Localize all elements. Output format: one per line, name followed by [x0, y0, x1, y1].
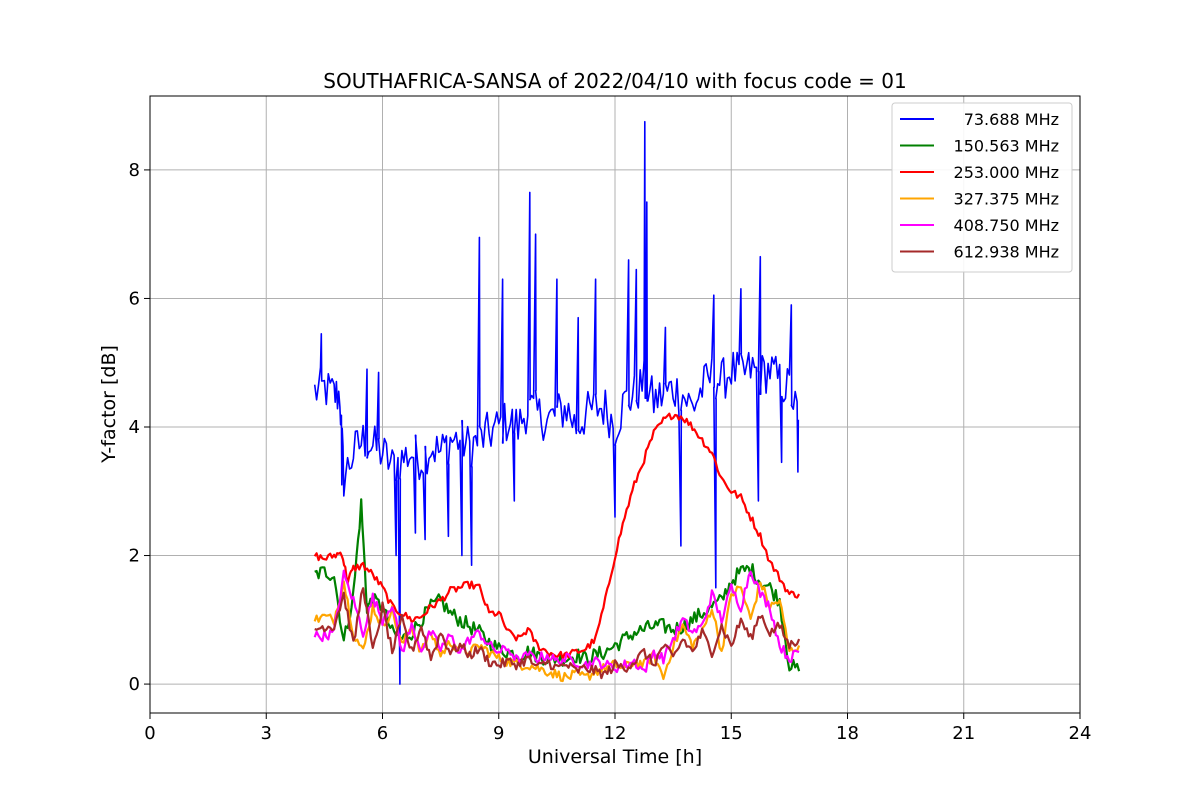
legend-label: 408.750 MHz	[954, 216, 1059, 235]
x-tick-label: 18	[836, 723, 859, 744]
x-tick-label: 24	[1069, 723, 1092, 744]
series-line-4	[313, 569, 800, 674]
series-line-5	[314, 587, 801, 680]
x-tick-label: 6	[377, 723, 388, 744]
legend-label: 73.688 MHz	[964, 110, 1059, 129]
y-tick-label: 8	[129, 160, 140, 181]
legend-label: 612.938 MHz	[954, 243, 1059, 262]
series-line-0	[313, 120, 800, 685]
legend-label: 327.375 MHz	[954, 190, 1059, 209]
legend-label: 150.563 MHz	[954, 137, 1059, 156]
x-tick-label: 21	[952, 723, 975, 744]
x-tick-label: 0	[144, 723, 155, 744]
x-tick-label: 12	[604, 723, 627, 744]
y-tick-label: 6	[129, 288, 140, 309]
legend-label: 253.000 MHz	[954, 163, 1059, 182]
legend-box	[891, 102, 1073, 273]
y-tick-label: 0	[129, 674, 140, 695]
series-layer	[313, 120, 801, 685]
y-tick-label: 4	[129, 417, 140, 438]
y-tick-label: 2	[129, 546, 140, 567]
x-tick-label: 9	[493, 723, 504, 744]
x-tick-label: 3	[261, 723, 272, 744]
chart-title: SOUTHAFRICA-SANSA of 2022/04/10 with foc…	[323, 69, 907, 93]
x-axis-label: Universal Time [h]	[528, 746, 702, 768]
series-line-2	[313, 412, 801, 660]
y-axis-label: Y-factor [dB]	[98, 345, 120, 464]
legend: 73.688 MHz 150.563 MHz 253.000 MHz 327.375 …	[891, 102, 1073, 273]
x-tick-label: 15	[720, 723, 743, 744]
